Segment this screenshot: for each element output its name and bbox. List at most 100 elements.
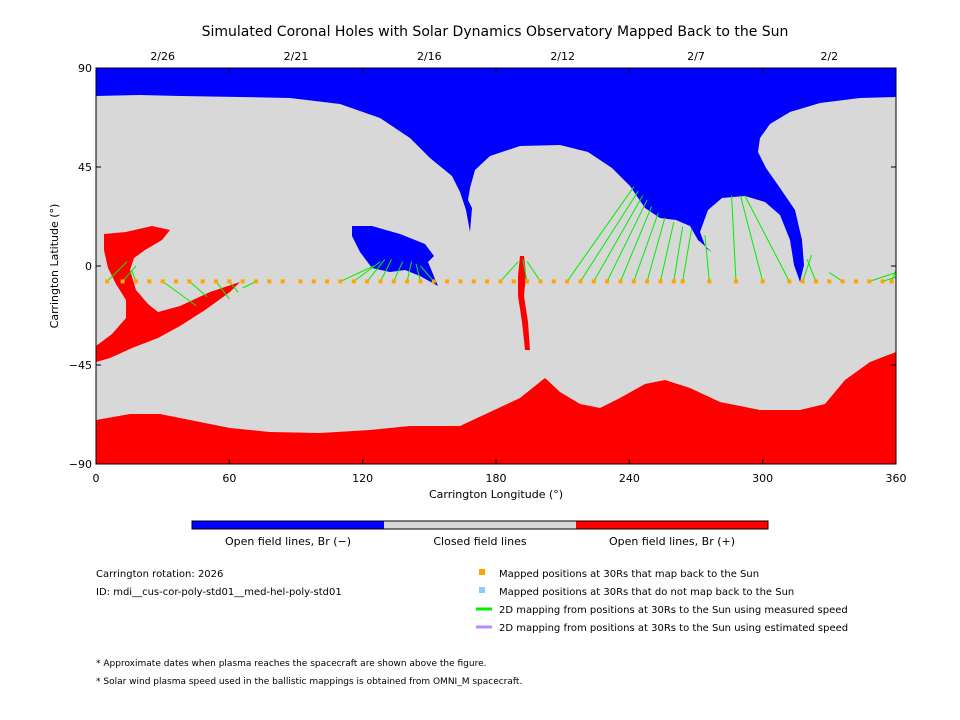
mapped-point (867, 279, 872, 284)
field-line (869, 272, 897, 282)
date-label: 2/2 (820, 50, 838, 63)
field-line (731, 195, 737, 282)
field-line (415, 263, 421, 282)
field-line (646, 217, 666, 282)
legend: Mapped positions at 30Rs that map back t… (476, 569, 848, 634)
x-tick-label: 180 (486, 472, 507, 485)
mapped-point (298, 279, 303, 284)
field-line (162, 280, 197, 307)
mapped-point (485, 279, 490, 284)
mapped-point (538, 279, 543, 284)
mapped-point (325, 279, 330, 284)
mapped-point (134, 279, 138, 284)
field-line (122, 265, 137, 282)
field-line (406, 261, 413, 282)
x-axis-label: Carrington Longitude (°) (429, 488, 563, 501)
synoptic-map (96, 68, 896, 464)
mapped-point (671, 279, 676, 284)
field-line (659, 221, 675, 282)
mapped-point (511, 279, 516, 284)
y-axis-label: Carrington Latitude (°) (48, 204, 61, 329)
field-line (829, 272, 843, 282)
field-line (106, 261, 128, 282)
chart-title: Simulated Coronal Holes with Solar Dynam… (202, 24, 789, 40)
mapped-point (840, 279, 845, 284)
mapped-point (378, 279, 383, 284)
mapped-point (365, 279, 370, 284)
mapped-point (591, 279, 596, 284)
colorbar-positive (576, 521, 768, 529)
date-label: 2/16 (417, 50, 442, 63)
field-line (882, 276, 897, 282)
field-line (522, 259, 528, 282)
x-axis: 0 60 120 180 240 300 360 (93, 68, 907, 485)
field-line (215, 281, 230, 300)
date-label: 2/26 (150, 50, 175, 63)
mapped-point (605, 279, 610, 284)
field-line (340, 265, 374, 282)
colorbar: Open field lines, Br (−) Closed field li… (191, 520, 769, 548)
mapped-point (445, 279, 450, 284)
field-line (242, 280, 257, 289)
mapped-point (120, 279, 125, 284)
y-tick-label: −45 (69, 359, 92, 372)
field-line (526, 261, 541, 282)
mapped-point (227, 279, 232, 284)
mapped-point (418, 279, 423, 284)
legend-estimated: 2D mapping from positions at 30Rs to the… (499, 623, 848, 634)
positive-sliver-190 (518, 256, 530, 350)
mapped-point (280, 279, 285, 284)
mapped-point (405, 279, 410, 284)
field-line (366, 259, 386, 282)
field-line (393, 261, 404, 282)
date-label: 2/12 (550, 50, 575, 63)
mapped-point (214, 279, 218, 284)
mapped-point (351, 279, 356, 284)
legend-unmapped: Mapped positions at 30Rs that do not map… (499, 587, 794, 598)
y-tick-label: −90 (69, 458, 92, 471)
mapped-point (471, 279, 476, 284)
mapped-point (458, 279, 463, 284)
field-line (704, 235, 710, 282)
mapped-point (187, 279, 192, 284)
mapped-point (889, 279, 894, 284)
x-tick-label: 240 (619, 472, 640, 485)
colorbar-frame (191, 520, 769, 530)
date-label: 2/7 (687, 50, 705, 63)
field-line (682, 228, 693, 282)
mapped-point (498, 279, 503, 284)
mapped-point (254, 279, 258, 284)
mapped-point (311, 279, 316, 284)
south-coronal-hole (96, 352, 896, 464)
field-line (606, 199, 648, 282)
mapped-point (147, 279, 152, 284)
field-line (633, 213, 659, 282)
field-line (379, 259, 393, 282)
mapped-point (431, 279, 436, 284)
field-line (802, 254, 813, 282)
field-lines-layer (106, 186, 897, 307)
field-line (189, 281, 208, 298)
x-tick-label: 120 (352, 472, 373, 485)
date-label: 2/21 (284, 50, 309, 63)
mapped-point (105, 279, 110, 284)
x-tick-label: 300 (752, 472, 773, 485)
mapped-point (800, 279, 805, 284)
field-line (593, 195, 644, 282)
field-line (420, 265, 435, 282)
top-date-axis: 2/26 2/21 2/16 2/12 2/7 2/2 (150, 50, 838, 63)
field-line (566, 186, 635, 282)
mapped-point (645, 279, 650, 284)
mapped-point (551, 279, 556, 284)
mapped-point (814, 279, 818, 284)
mapped-point (391, 279, 396, 284)
field-line (580, 190, 639, 282)
y-tick-label: 90 (78, 62, 92, 75)
legend-unmapped-swatch (479, 587, 485, 593)
negative-hole-130 (352, 226, 438, 286)
mapped-point (680, 279, 685, 284)
mapped-point (760, 279, 765, 284)
colorbar-negative (192, 521, 384, 529)
colorbar-label-closed: Closed field lines (433, 535, 527, 548)
